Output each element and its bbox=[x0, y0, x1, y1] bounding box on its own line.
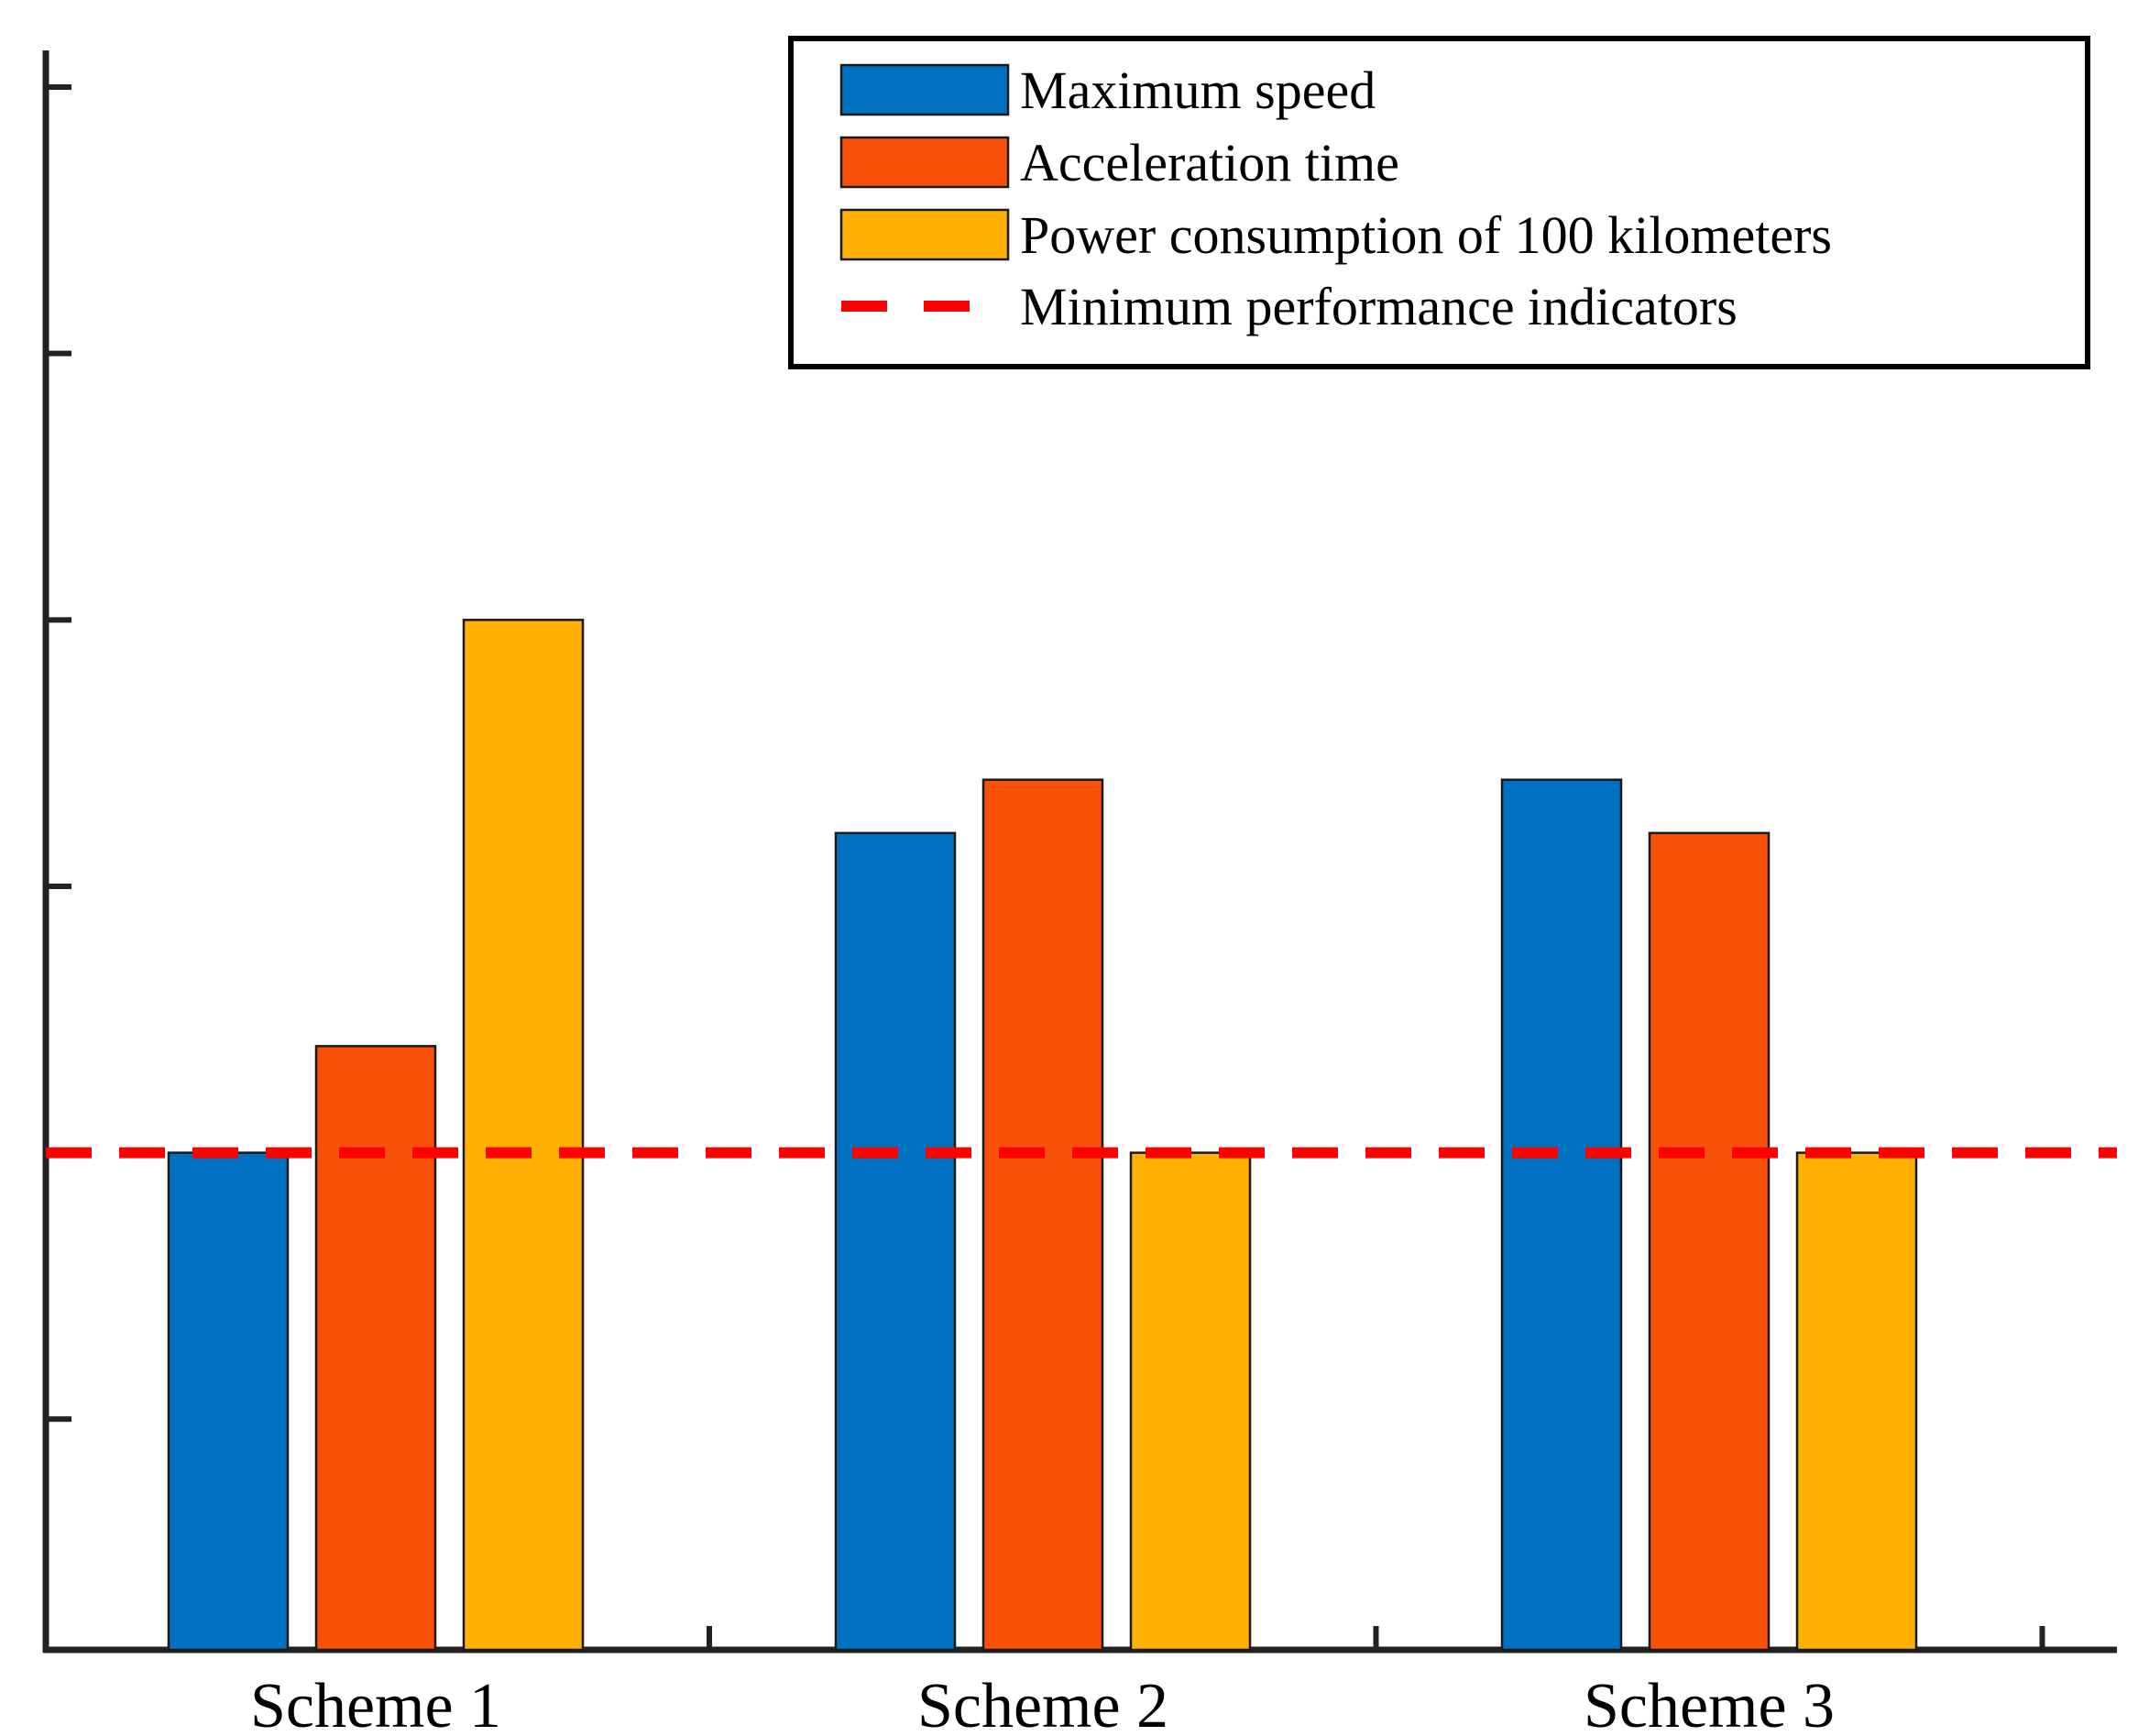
legend-label: Acceleration time bbox=[1020, 133, 1399, 192]
bar-1-2 bbox=[314, 1045, 437, 1652]
legend-label: Minimum performance indicators bbox=[1020, 277, 1738, 336]
bar-3-3 bbox=[1795, 1151, 1918, 1652]
bar-3-2 bbox=[1648, 831, 1771, 1652]
legend-label: Power consumption of 100 kilometers bbox=[1020, 205, 1832, 265]
legend-swatch bbox=[839, 136, 1010, 189]
x-tick-label: Scheme 3 bbox=[1584, 1671, 1835, 1736]
x-tick-label: Scheme 1 bbox=[250, 1671, 501, 1736]
bar-2-3 bbox=[1129, 1151, 1252, 1652]
legend-box bbox=[788, 36, 2090, 369]
legend-swatch bbox=[839, 208, 1010, 261]
x-tick-labels: Scheme 1 Scheme 2 Scheme 3 bbox=[250, 1671, 1835, 1736]
bar-2-2 bbox=[981, 778, 1104, 1652]
legend: Maximum speed Acceleration time Power cons… bbox=[788, 36, 2090, 369]
bar-3-1 bbox=[1500, 778, 1623, 1652]
legend-swatch bbox=[839, 63, 1010, 116]
bar-2-1 bbox=[834, 831, 957, 1652]
bar-1-1 bbox=[167, 1151, 290, 1652]
legend-label: Maximum speed bbox=[1020, 60, 1376, 120]
x-tick-label: Scheme 2 bbox=[917, 1671, 1168, 1736]
bar-1-3 bbox=[462, 619, 585, 1652]
bars-group bbox=[167, 619, 1918, 1652]
